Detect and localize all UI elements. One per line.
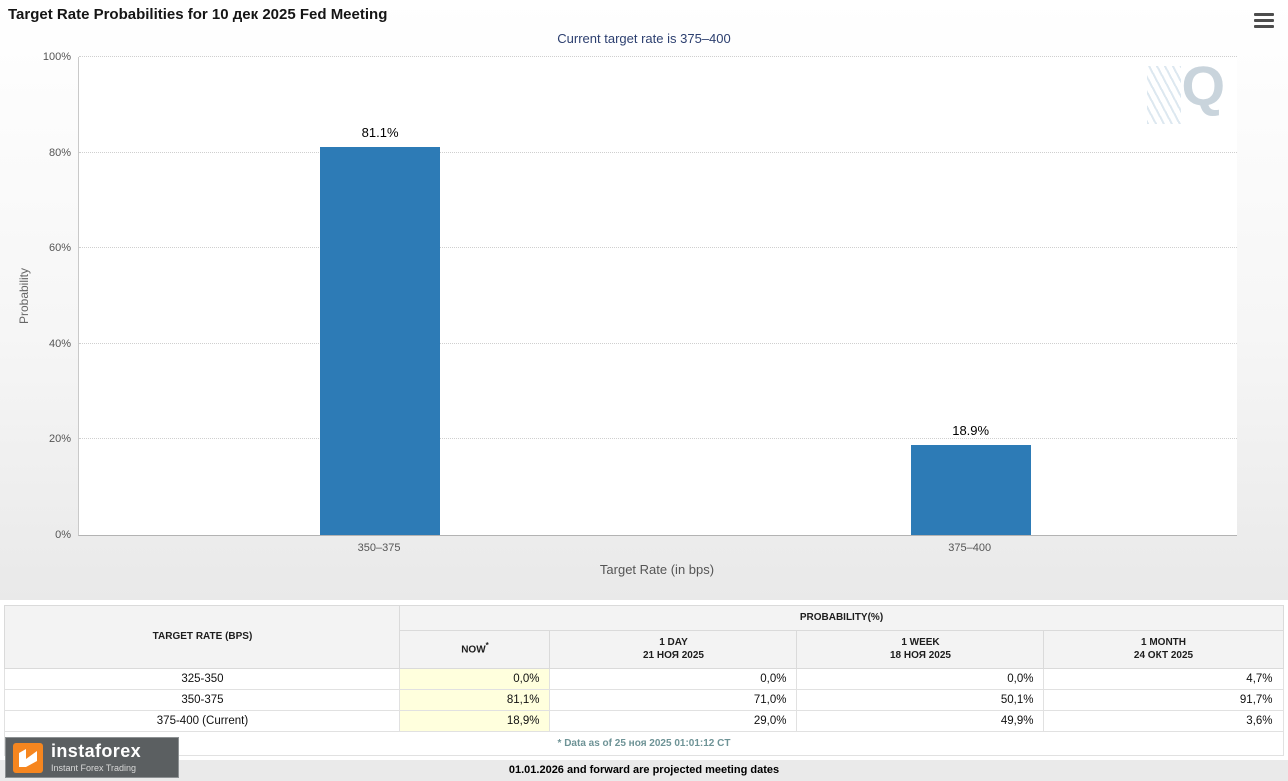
probability-cell: 50,1%: [796, 688, 1045, 711]
gridline: [79, 438, 1237, 440]
gridline: [79, 342, 1237, 344]
column-header: NOW*: [399, 629, 551, 669]
probability-cell-now: 18,9%: [399, 709, 551, 732]
probability-cell: 29,0%: [549, 709, 798, 732]
probability-cell-now: 81,1%: [399, 688, 551, 711]
chart-title: Target Rate Probabilities for 10 дек 202…: [8, 6, 388, 23]
probability-cell: 91,7%: [1043, 688, 1284, 711]
x-axis-tick-label: 350–375: [357, 542, 401, 554]
probability-cell-now: 0,0%: [399, 667, 551, 690]
gridline: [79, 151, 1237, 153]
instaforex-icon: [13, 742, 43, 773]
watermark-q-letter: Q: [1181, 54, 1225, 117]
logo-brand: instaforex: [51, 741, 142, 761]
data-as-of-footnote: * Data as of 25 ноя 2025 01:01:12 CT: [4, 730, 1284, 756]
gridline: [79, 56, 1237, 57]
rate-range-label: 375-400 (Current): [4, 709, 401, 732]
bar-slot: 81.1%: [320, 57, 441, 535]
hamburger-menu-icon[interactable]: [1254, 10, 1274, 31]
bar-slot: 18.9%: [910, 57, 1031, 535]
y-axis-tick-label: 20%: [48, 433, 71, 446]
table-row: 350-375 81,1% 71,0% 50,1% 91,7%: [4, 688, 1284, 711]
table-row: 375-400 (Current) 18,9% 29,0% 49,9% 3,6%: [4, 709, 1284, 732]
plot-area: Q 0% 20% 40% 60% 80% 100% 81.1% 18.9%: [43, 51, 1237, 541]
probability-cell: 3,6%: [1043, 709, 1284, 732]
probability-cell: 0,0%: [796, 667, 1045, 690]
column-header: 1 WEEK 18 НОЯ 2025: [796, 629, 1045, 669]
column-header: 1 DAY 21 НОЯ 2025: [549, 629, 798, 669]
quikstrike-watermark: Q: [1147, 58, 1225, 132]
y-axis-tick-label: 80%: [48, 146, 71, 159]
gridline: [79, 247, 1237, 249]
group-header: PROBABILITY(%): [399, 605, 1284, 631]
rate-range-label: 325-350: [4, 667, 401, 690]
watermark-hatch-lines: [1147, 66, 1181, 124]
projected-dates-note: 01.01.2026 and forward are projected mee…: [0, 760, 1288, 781]
x-axis-tick-label: 375–400: [948, 542, 992, 554]
table-row: 325-350 0,0% 0,0% 0,0% 4,7%: [4, 667, 1284, 690]
footnote-row: * Data as of 25 ноя 2025 01:01:12 CT: [4, 730, 1284, 756]
chart-subtitle: Current target rate is 375–400: [557, 31, 731, 46]
logo-text: instaforex Instant Forex Trading: [51, 742, 141, 773]
y-axis-tick-label: 100%: [42, 51, 71, 63]
bar-value-label: 81.1%: [361, 125, 399, 141]
logo-tagline: Instant Forex Trading: [51, 763, 137, 773]
x-axis-title: Target Rate (in bps): [599, 562, 715, 577]
y-axis-tick-label: 40%: [48, 337, 71, 350]
probability-cell: 0,0%: [549, 667, 798, 690]
column-header: 1 MONTH 24 ОКТ 2025: [1043, 629, 1284, 669]
bar-350–375[interactable]: [320, 147, 441, 535]
y-axis-tick-label: 0%: [55, 529, 71, 541]
rate-range-label: 350-375: [4, 688, 401, 711]
corner-header: TARGET RATE (BPS): [4, 605, 401, 669]
probability-cell: 71,0%: [549, 688, 798, 711]
y-axis-title: Probability: [17, 267, 31, 325]
probability-cell: 49,9%: [796, 709, 1045, 732]
probability-cell: 4,7%: [1043, 667, 1284, 690]
chart-section: Target Rate Probabilities for 10 дек 202…: [0, 0, 1288, 600]
instaforex-logo[interactable]: instaforex Instant Forex Trading: [5, 737, 179, 778]
x-axis-ticks: 350–375 375–400: [78, 542, 1236, 558]
instaforex-icon-glyph: [19, 748, 37, 767]
probability-table: TARGET RATE (BPS) PROBABILITY(%) NOW* 1 D…: [4, 605, 1284, 756]
bar-value-label: 18.9%: [952, 422, 990, 438]
bar-375–400[interactable]: [910, 444, 1031, 535]
y-axis-tick-label: 60%: [48, 242, 71, 255]
